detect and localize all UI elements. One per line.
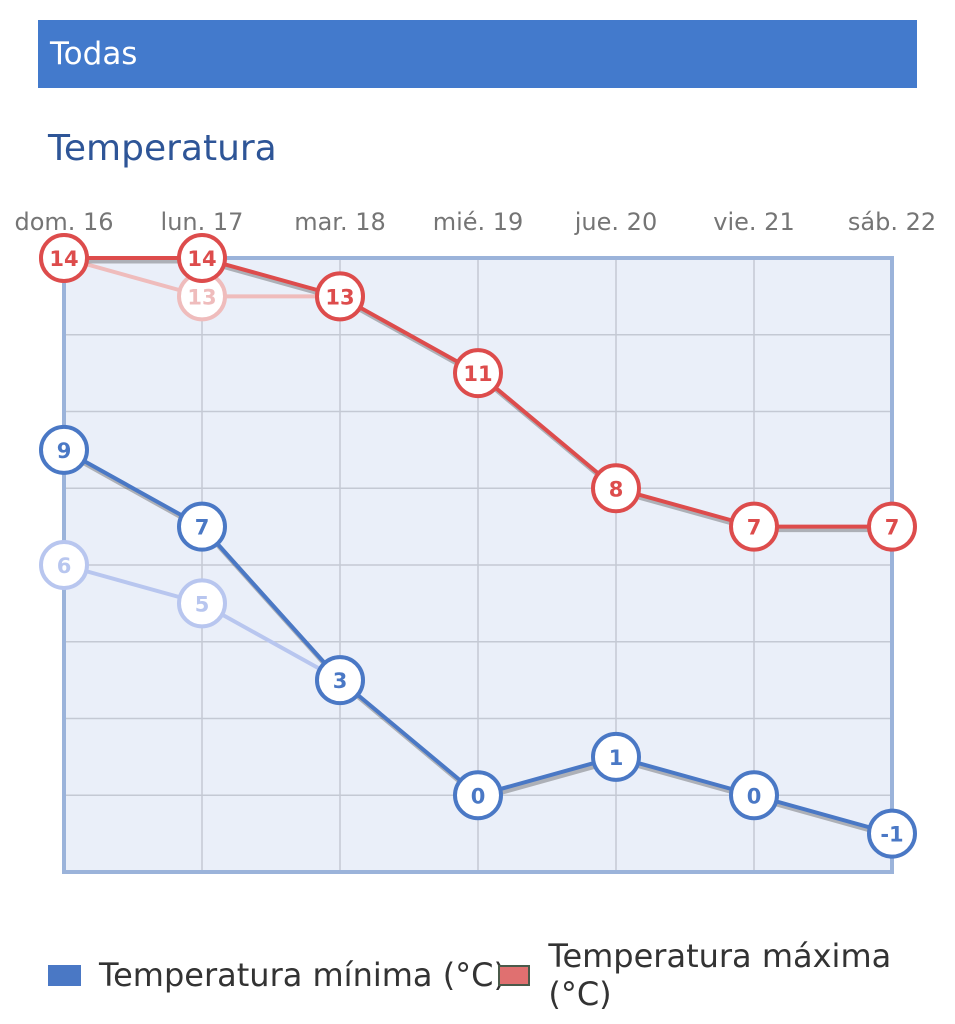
legend-swatch-min: [48, 964, 81, 986]
temperature-chart: dom. 16 lun. 17 mar. 18 mié. 19 jue. 20 vie. …: [14, 208, 936, 874]
x-tick-label: sáb. 22: [848, 208, 936, 236]
series-max-data-label: 14: [49, 247, 78, 271]
series-min-data-label: 9: [57, 439, 72, 463]
previous-min-data-label: 5: [195, 592, 210, 616]
series-min-point[interactable]: [729, 770, 779, 821]
legend-item-min[interactable]: Temperatura mínima (°C): [48, 950, 506, 1000]
series-max-data-label: 13: [325, 285, 354, 309]
legend-label-min: Temperatura mínima (°C): [99, 956, 506, 994]
series-max-point[interactable]: [39, 233, 89, 283]
series-max-data-label: 14: [187, 247, 216, 271]
series-min-point[interactable]: [453, 770, 503, 821]
legend-swatch-max: [498, 964, 531, 986]
legend-label-max: Temperatura máxima (°C): [548, 937, 892, 1013]
series-min-point[interactable]: [867, 808, 917, 859]
series-min-data-label: -1: [880, 823, 903, 847]
series-max-data-label: 11: [463, 362, 492, 386]
header-title: Todas: [50, 36, 138, 72]
series-max-point[interactable]: [315, 271, 365, 322]
series-max-data-label: 8: [609, 477, 624, 501]
series-max-data-label: 7: [885, 516, 900, 540]
series-min-point[interactable]: [591, 731, 641, 782]
x-tick-label: dom. 16: [14, 208, 113, 236]
series-min-point[interactable]: [39, 424, 89, 475]
previous-min-point[interactable]: [177, 578, 227, 629]
x-tick-label: mar. 18: [294, 208, 386, 236]
x-tick-label: mié. 19: [433, 208, 524, 236]
previous-min-data-label: 6: [57, 554, 72, 578]
series-max-point[interactable]: [729, 501, 779, 552]
series-max-point[interactable]: [453, 348, 503, 399]
x-tick-label: lun. 17: [161, 208, 244, 236]
previous-min-point[interactable]: [39, 540, 89, 590]
legend-item-max[interactable]: Temperatura máxima (°C): [498, 937, 955, 1013]
series-min-point[interactable]: [177, 501, 227, 552]
chart-title: Temperatura: [48, 128, 277, 169]
previous-max-data-label: 13: [187, 285, 216, 309]
series-max-data-label: 7: [747, 516, 762, 540]
series-min-data-label: 0: [747, 784, 762, 808]
series-min-point[interactable]: [315, 655, 365, 706]
series-min-data-label: 0: [471, 784, 486, 808]
x-tick-label: vie. 21: [713, 208, 794, 236]
series-max-point[interactable]: [177, 233, 227, 283]
header-bar[interactable]: Todas: [38, 20, 917, 88]
series-min-data-label: 3: [333, 669, 348, 693]
x-tick-label: jue. 20: [574, 208, 657, 236]
series-max-point[interactable]: [867, 501, 917, 552]
series-min-data-label: 7: [195, 516, 210, 540]
series-min-data-label: 1: [609, 746, 624, 770]
series-max-point[interactable]: [591, 463, 641, 514]
